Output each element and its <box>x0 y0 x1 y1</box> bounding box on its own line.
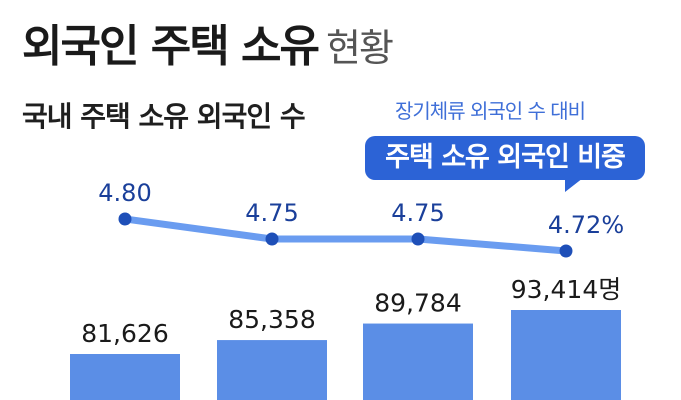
bar-label-1: 81,626 <box>81 319 168 348</box>
line-series <box>121 215 570 255</box>
chart-subtitle: 국내 주택 소유 외국인 수 <box>22 100 306 133</box>
bar-3 <box>363 323 473 400</box>
chart-title: 외국인 주택 소유 현황 <box>22 10 394 74</box>
line-point-2 <box>265 232 279 246</box>
line-point-1 <box>118 212 132 226</box>
line-point-3 <box>411 232 425 246</box>
line-point-4 <box>559 244 573 258</box>
bar-label-3: 89,784 <box>374 289 461 318</box>
title-sub: 현황 <box>326 26 394 70</box>
bar-label-2: 85,358 <box>228 305 315 334</box>
title-main: 외국인 주택 소유 <box>22 21 320 72</box>
legend-caption: 장기체류 외국인 수 대비 <box>395 99 586 123</box>
line-label-1: 4.80 <box>98 179 151 207</box>
legend-badge: 주택 소유 외국인 비중 <box>365 136 645 192</box>
bar-label-4: 93,414명 <box>511 275 621 304</box>
line-label-4: 4.72% <box>548 211 624 239</box>
bar-2 <box>217 340 327 400</box>
bar-4 <box>511 310 621 400</box>
line-label-2: 4.75 <box>245 199 298 227</box>
bar-1 <box>70 354 180 400</box>
line-label-3: 4.75 <box>391 199 444 227</box>
